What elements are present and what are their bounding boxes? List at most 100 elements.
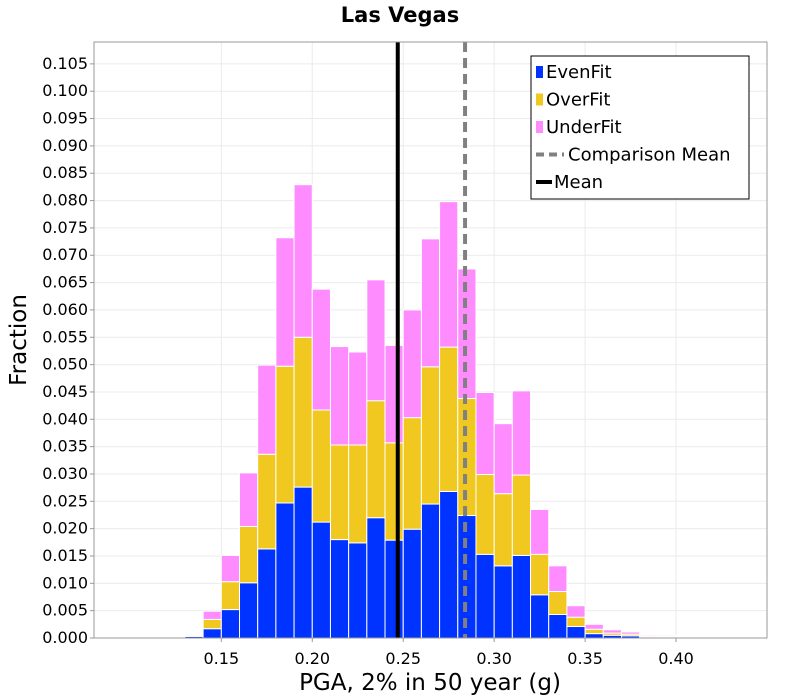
y-tick-label: 0.050 xyxy=(42,355,88,374)
bar-overfit xyxy=(366,400,386,519)
bar-underfit xyxy=(675,635,695,638)
reference-lines xyxy=(395,42,468,638)
legend-box xyxy=(530,55,750,200)
y-tick-label: 0.095 xyxy=(42,109,88,128)
bar-evenfit xyxy=(548,613,568,639)
y-tick-label: 0.045 xyxy=(42,382,88,401)
y-tick-label: 0.040 xyxy=(42,409,88,428)
bar-underfit xyxy=(420,238,441,368)
bar-overfit xyxy=(257,453,277,550)
y-tick-label: 0.065 xyxy=(42,273,88,292)
y-tick-label: 0.100 xyxy=(42,81,88,100)
y-tick-label: 0.075 xyxy=(42,218,88,237)
bar-overfit xyxy=(202,618,222,630)
y-tick-label: 0.015 xyxy=(42,546,88,565)
bar-evenfit xyxy=(420,503,441,639)
bar-underfit xyxy=(366,279,386,402)
bar-evenfit xyxy=(493,565,513,639)
bar-evenfit xyxy=(439,490,459,639)
bar-overfit xyxy=(311,409,331,523)
y-tick-label: 0.025 xyxy=(42,491,88,510)
bar-overfit xyxy=(584,628,604,635)
bar-overfit xyxy=(548,591,568,615)
bar-underfit xyxy=(439,201,459,348)
bar-underfit xyxy=(293,184,313,338)
bar-underfit xyxy=(620,631,641,635)
x-axis-ticks: 0.15 0.20 0.25 0.30 0.35 0.40 xyxy=(204,638,694,668)
bar-underfit xyxy=(548,565,568,593)
bar-evenfit xyxy=(584,633,604,639)
bar-evenfit xyxy=(311,521,331,639)
bar-overfit xyxy=(439,346,459,492)
bar-overfit xyxy=(348,444,368,544)
bar-underfit xyxy=(311,288,331,411)
x-tick-label: 0.15 xyxy=(204,649,240,668)
bar-underfit xyxy=(202,610,222,620)
bar-overfit xyxy=(493,493,513,567)
y-axis-ticks: 0.000 0.005 0.010 0.015 0.020 0.025 0.030 0.035… xyxy=(42,54,94,647)
bar-evenfit xyxy=(202,628,222,639)
y-tick-label: 0.080 xyxy=(42,191,88,210)
bar-evenfit xyxy=(384,539,404,639)
bar-overfit xyxy=(511,474,532,556)
bar-underfit xyxy=(693,636,713,638)
bar-evenfit xyxy=(220,609,241,639)
bar-underfit xyxy=(657,634,677,637)
bar-overfit xyxy=(293,336,313,488)
bar-evenfit xyxy=(348,542,368,639)
bar-evenfit xyxy=(511,554,532,639)
bar-underfit xyxy=(475,391,495,476)
bar-evenfit xyxy=(329,539,350,639)
bar-underfit xyxy=(184,634,204,636)
bar-evenfit xyxy=(475,553,495,639)
bar-overfit xyxy=(329,444,350,541)
bar-evenfit xyxy=(530,594,550,639)
x-tick-label: 0.20 xyxy=(294,649,330,668)
bar-underfit xyxy=(602,629,622,634)
x-tick-label: 0.25 xyxy=(385,649,421,668)
x-axis-label: PGA, 2% in 50 year (g) xyxy=(299,670,561,696)
bar-underfit xyxy=(384,344,404,444)
bar-overfit xyxy=(530,553,550,596)
legend-swatch-underfit xyxy=(536,121,543,133)
bar-overfit xyxy=(420,366,441,505)
y-axis-label: Fraction xyxy=(6,294,32,386)
bar-underfit xyxy=(511,390,532,476)
x-tick-label: 0.30 xyxy=(476,649,512,668)
y-tick-label: 0.085 xyxy=(42,163,88,182)
bars xyxy=(184,184,732,639)
bar-underfit xyxy=(257,364,277,455)
bar-evenfit xyxy=(293,486,313,639)
legend-swatch-overfit xyxy=(536,93,543,106)
bar-overfit xyxy=(566,616,586,628)
bar-overfit xyxy=(275,365,295,504)
bar-evenfit xyxy=(402,528,422,639)
bar-underfit xyxy=(584,623,604,630)
legend-label-underfit: UnderFit xyxy=(546,117,622,138)
bar-evenfit xyxy=(366,517,386,639)
bar-underfit xyxy=(239,472,259,527)
legend: EvenFit OverFit UnderFit Comparison Mean Mea… xyxy=(530,55,750,200)
bar-overfit xyxy=(384,442,404,541)
legend-label-evenfit: EvenFit xyxy=(546,62,612,83)
y-tick-label: 0.105 xyxy=(42,54,88,73)
y-tick-label: 0.005 xyxy=(42,601,88,620)
y-tick-label: 0.090 xyxy=(42,136,88,155)
chart-title: Las Vegas xyxy=(341,3,459,27)
bar-underfit xyxy=(329,346,350,446)
bar-underfit xyxy=(402,309,422,419)
plot-frame xyxy=(93,41,768,639)
y-tick-label: 0.020 xyxy=(42,519,88,538)
bar-evenfit xyxy=(566,626,586,639)
y-tick-label: 0.030 xyxy=(42,464,88,483)
y-tick-label: 0.070 xyxy=(42,245,88,264)
bar-underfit xyxy=(348,351,368,446)
legend-label-mean: Mean xyxy=(554,172,603,193)
x-tick-label: 0.35 xyxy=(567,649,603,668)
y-tick-label: 0.000 xyxy=(42,628,88,647)
bar-overfit xyxy=(402,417,422,530)
bar-underfit xyxy=(220,554,241,583)
bar-underfit xyxy=(493,423,513,495)
bar-underfit xyxy=(639,634,659,637)
